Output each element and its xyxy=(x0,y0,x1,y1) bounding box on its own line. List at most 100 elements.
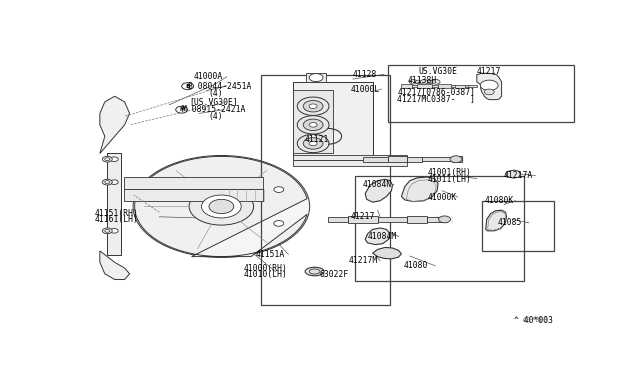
Circle shape xyxy=(303,100,323,112)
Circle shape xyxy=(102,156,112,162)
Circle shape xyxy=(450,156,462,163)
Polygon shape xyxy=(401,177,438,202)
Polygon shape xyxy=(365,228,390,244)
Circle shape xyxy=(274,221,284,226)
Circle shape xyxy=(309,104,317,109)
Text: M 08915-2421A: M 08915-2421A xyxy=(182,105,245,114)
Bar xyxy=(408,216,428,223)
Bar xyxy=(378,217,407,222)
Text: ^ 40*003: ^ 40*003 xyxy=(514,316,553,325)
Bar xyxy=(348,216,378,222)
Text: B 08044-2451A: B 08044-2451A xyxy=(188,82,252,91)
Circle shape xyxy=(110,157,118,161)
Text: 41217M: 41217M xyxy=(349,256,378,265)
Bar xyxy=(261,75,390,305)
Circle shape xyxy=(133,155,310,257)
Text: 41128: 41128 xyxy=(352,70,377,79)
Circle shape xyxy=(105,230,110,232)
Polygon shape xyxy=(134,156,307,257)
Circle shape xyxy=(309,141,317,146)
Circle shape xyxy=(209,199,234,214)
Polygon shape xyxy=(365,179,392,202)
Text: 41000L: 41000L xyxy=(350,84,380,93)
Text: 41080: 41080 xyxy=(404,261,428,270)
Text: 41217MC0387-   ]: 41217MC0387- ] xyxy=(397,94,476,103)
Circle shape xyxy=(432,80,440,84)
Circle shape xyxy=(480,80,498,90)
Circle shape xyxy=(297,134,329,153)
Text: (4): (4) xyxy=(208,112,223,121)
Text: 41001(RH): 41001(RH) xyxy=(428,168,471,177)
Bar xyxy=(451,85,456,87)
Bar xyxy=(422,157,452,161)
Text: 41121: 41121 xyxy=(304,135,328,144)
Text: 41161(LH): 41161(LH) xyxy=(95,215,139,224)
Bar xyxy=(452,156,462,162)
Polygon shape xyxy=(486,210,507,231)
Bar xyxy=(388,156,408,162)
Ellipse shape xyxy=(309,269,320,274)
Text: 41084M: 41084M xyxy=(367,232,397,241)
Text: M: M xyxy=(179,107,184,112)
Polygon shape xyxy=(100,96,129,154)
Bar xyxy=(432,85,440,87)
Text: 41085: 41085 xyxy=(498,218,522,227)
Circle shape xyxy=(202,195,241,218)
Bar xyxy=(124,189,263,201)
Text: 41151A: 41151A xyxy=(256,250,285,259)
Circle shape xyxy=(102,179,112,185)
Text: 41217: 41217 xyxy=(351,212,375,221)
Text: US.VG30E: US.VG30E xyxy=(419,67,457,76)
Polygon shape xyxy=(100,251,129,279)
Polygon shape xyxy=(477,73,502,100)
Bar xyxy=(455,85,465,87)
Circle shape xyxy=(420,80,428,84)
Bar xyxy=(438,84,451,88)
Bar xyxy=(428,217,447,222)
Bar xyxy=(401,84,412,88)
Bar xyxy=(408,157,422,161)
Text: [US.VG30E]: [US.VG30E] xyxy=(189,97,238,106)
Circle shape xyxy=(428,80,433,84)
Circle shape xyxy=(105,181,110,183)
Bar xyxy=(108,154,121,255)
Circle shape xyxy=(309,74,323,81)
Circle shape xyxy=(410,80,417,84)
Bar xyxy=(363,157,388,162)
Text: ^ 40*003: ^ 40*003 xyxy=(514,317,548,323)
Text: (4): (4) xyxy=(208,89,223,99)
Bar xyxy=(388,65,573,122)
Circle shape xyxy=(484,89,494,95)
Bar xyxy=(465,85,470,87)
Bar xyxy=(293,160,408,166)
Bar xyxy=(293,82,372,159)
Circle shape xyxy=(189,188,253,225)
Text: 41217: 41217 xyxy=(477,67,501,76)
Bar xyxy=(417,84,432,88)
Circle shape xyxy=(102,228,112,234)
Text: 41080K: 41080K xyxy=(484,196,513,205)
Text: 41138H: 41138H xyxy=(408,76,436,85)
Circle shape xyxy=(110,180,118,185)
Circle shape xyxy=(309,122,317,127)
Bar xyxy=(293,155,408,160)
Bar xyxy=(306,73,326,82)
Text: 41000K: 41000K xyxy=(428,193,456,202)
Bar xyxy=(412,85,419,87)
Bar xyxy=(293,90,333,154)
Polygon shape xyxy=(372,247,401,259)
Circle shape xyxy=(303,138,323,149)
Circle shape xyxy=(438,216,451,223)
Text: 41000A: 41000A xyxy=(194,72,223,81)
Circle shape xyxy=(110,228,118,233)
Text: 41011(LH): 41011(LH) xyxy=(428,175,471,184)
Bar xyxy=(482,201,554,251)
Bar xyxy=(328,217,348,221)
Circle shape xyxy=(303,119,323,131)
Circle shape xyxy=(176,106,188,113)
Text: 41010(LH): 41010(LH) xyxy=(244,270,287,279)
Text: 41084N: 41084N xyxy=(363,180,392,189)
Circle shape xyxy=(182,83,193,90)
Text: 41151(RH): 41151(RH) xyxy=(95,209,139,218)
Bar xyxy=(468,85,477,87)
